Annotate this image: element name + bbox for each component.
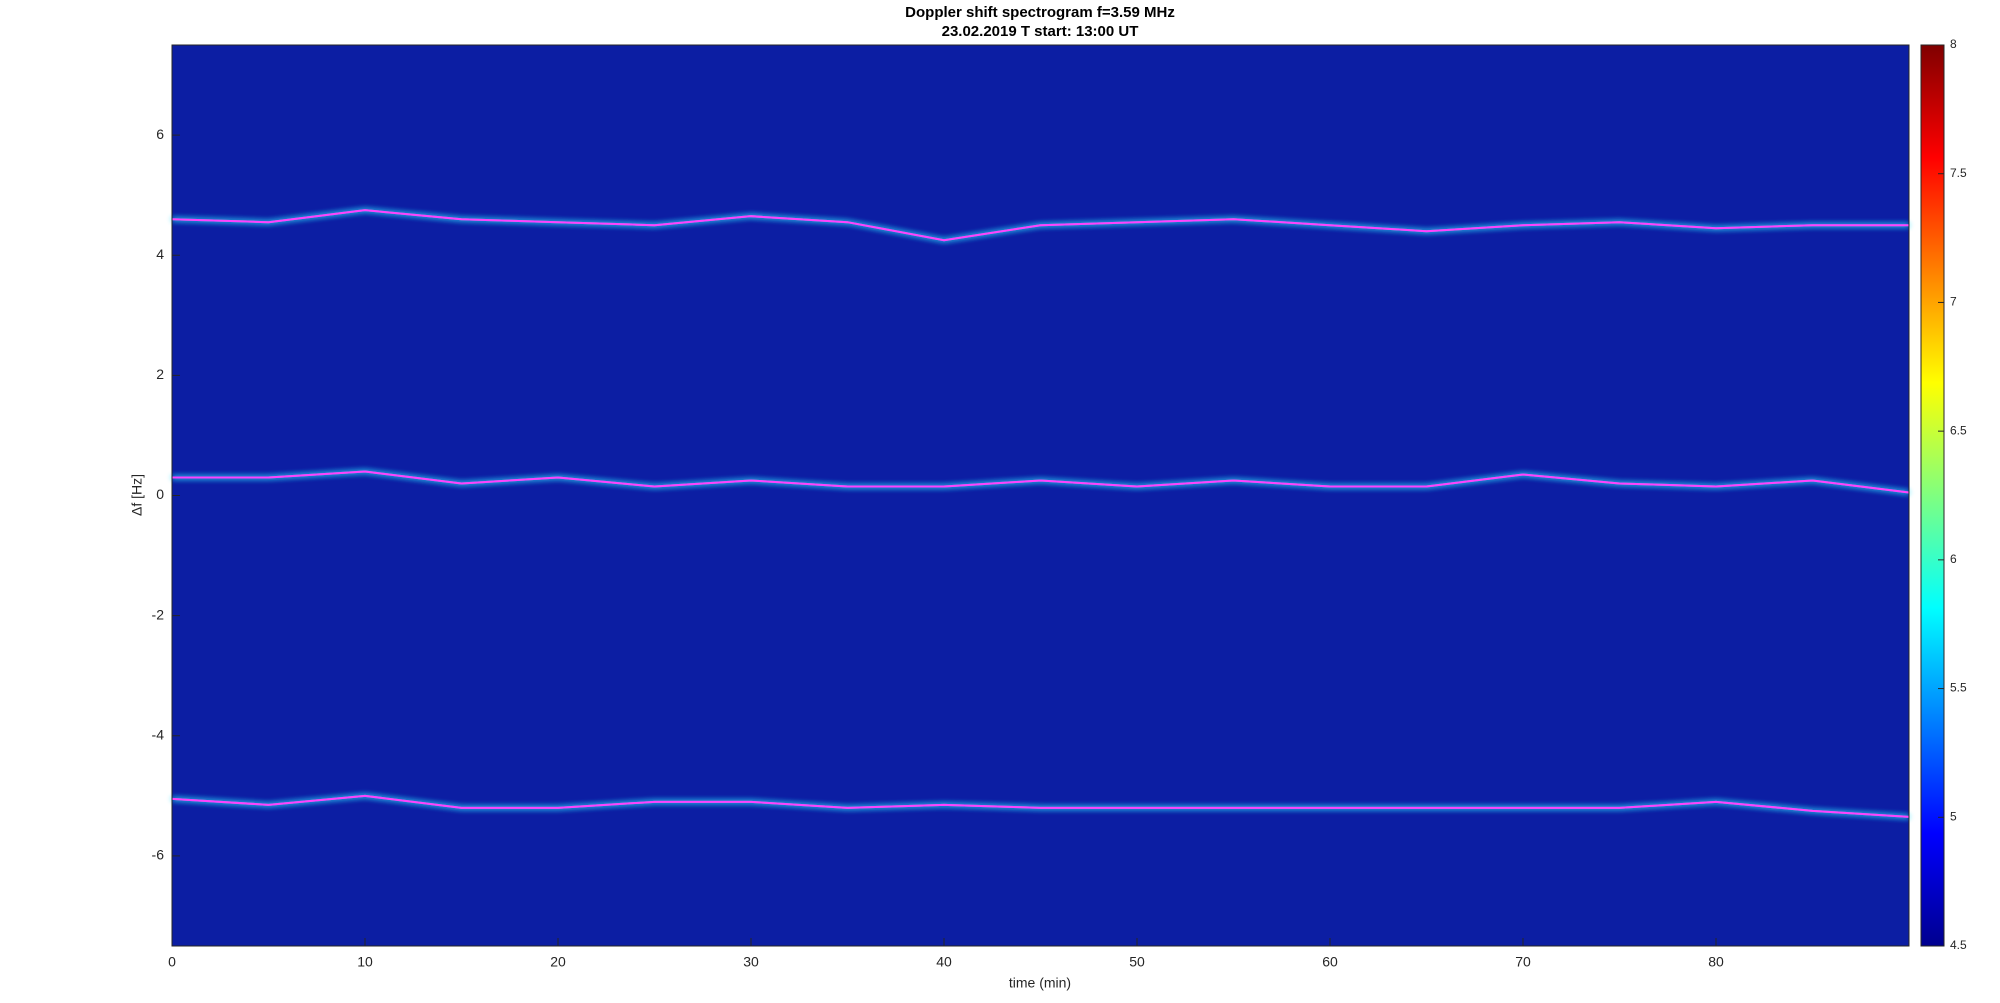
chart-subtitle: 23.02.2019 T start: 13:00 UT: [942, 23, 1139, 40]
y-tick-label: 4: [156, 246, 164, 262]
x-tick-label: 30: [743, 954, 759, 970]
chart-title: Doppler shift spectrogram f=3.59 MHz: [905, 4, 1175, 21]
colorbar-tick-label: 7: [1950, 295, 1957, 309]
x-tick-label: 0: [168, 954, 176, 970]
trace: [171, 209, 1909, 242]
colorbar-tick-label: 6: [1950, 552, 1957, 566]
y-tick-label: -4: [152, 726, 165, 742]
y-axis-label: Δf [Hz]: [129, 474, 145, 516]
trace: [172, 470, 1910, 494]
x-tick-label: 10: [357, 954, 373, 970]
colorbar-tick-label: 5: [1950, 809, 1957, 823]
x-tick-label: 80: [1708, 954, 1724, 970]
x-axis-label: time (min): [1009, 975, 1071, 991]
colorbar: [1920, 44, 1945, 947]
plot-background: [172, 45, 1909, 946]
colorbar-tick-label: 5.5: [1950, 681, 1967, 695]
colorbar-tick-label: 4.5: [1950, 938, 1967, 952]
x-tick-label: 20: [550, 954, 566, 970]
y-tick-label: -2: [152, 606, 165, 622]
y-tick-label: 2: [156, 366, 164, 382]
colorbar-tick-label: 8: [1950, 37, 1957, 51]
x-tick-label: 50: [1129, 954, 1145, 970]
colorbar-tick-label: 6.5: [1950, 423, 1967, 437]
x-tick-label: 70: [1515, 954, 1531, 970]
x-tick-label: 60: [1322, 954, 1338, 970]
trace: [171, 794, 1910, 818]
y-tick-label: 6: [156, 126, 164, 142]
y-tick-label: 0: [156, 486, 164, 502]
colorbar-tick-label: 7.5: [1950, 166, 1967, 180]
y-tick-label: -6: [152, 847, 165, 863]
x-tick-label: 40: [936, 954, 952, 970]
